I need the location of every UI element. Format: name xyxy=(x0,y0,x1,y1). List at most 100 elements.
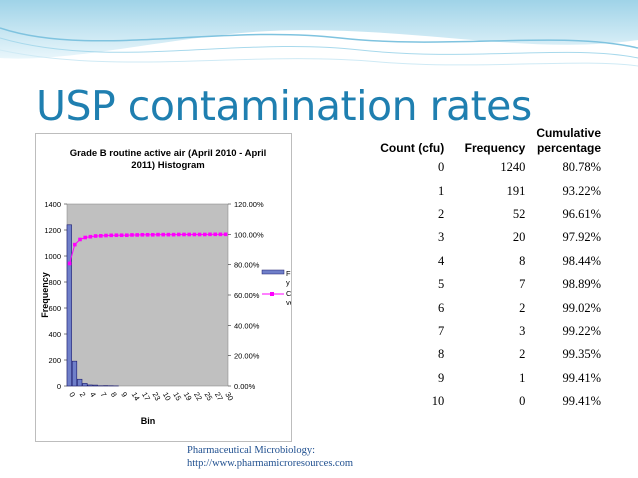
cell-frequency: 2 xyxy=(519,347,526,362)
y-tick-label: 200 xyxy=(48,356,61,365)
table-row: 8 2 99.35% xyxy=(335,343,607,366)
cumulative-point xyxy=(182,232,186,237)
header-frequency: Frequency xyxy=(464,141,526,155)
table-row: 0 1240 80.78% xyxy=(335,156,607,179)
cell-cumulative: 97.92% xyxy=(562,230,601,245)
cumulative-point xyxy=(93,234,98,238)
histogram-bar xyxy=(92,384,98,387)
x-tick-label: 10 xyxy=(161,391,173,403)
header-count: Count (cfu) xyxy=(380,141,445,155)
y-tick-label: 1200 xyxy=(44,226,61,235)
x-tick-label: 14 xyxy=(130,391,142,403)
cell-cumulative: 99.02% xyxy=(562,300,601,315)
cell-count: 10 xyxy=(431,394,445,409)
table-row: 3 20 97.92% xyxy=(335,226,607,249)
y-tick-label: 400 xyxy=(48,330,61,339)
chart-title-line1: Grade B routine active air (April 2010 -… xyxy=(70,148,267,159)
x-tick-label: 19 xyxy=(182,391,194,403)
table-header-row: Count (cfu) Frequency Cumulative percent… xyxy=(335,118,607,156)
cell-count: 6 xyxy=(437,300,445,315)
y2-tick-label: 100.00% xyxy=(234,230,264,239)
table-row: 1 191 93.22% xyxy=(335,179,607,202)
header-cumulative-line1: Cumulative xyxy=(536,126,601,140)
table-row: 7 3 99.22% xyxy=(335,320,607,343)
y-tick-label: 1400 xyxy=(44,200,61,209)
x-tick-label: 22 xyxy=(192,391,204,403)
histogram-bar xyxy=(87,384,93,387)
cumulative-point xyxy=(78,237,82,242)
cell-count: 0 xyxy=(437,160,445,175)
table-row: 6 2 99.02% xyxy=(335,296,607,319)
cumulative-point xyxy=(171,232,176,237)
x-tick-label: 25 xyxy=(202,391,214,403)
cumulative-point xyxy=(203,232,207,237)
y-tick-label: 600 xyxy=(48,304,61,313)
cumulative-point xyxy=(125,233,129,238)
cumulative-point xyxy=(177,232,181,237)
cumulative-point xyxy=(161,232,165,237)
x-tick-label: 27 xyxy=(213,391,225,403)
y2-tick-label: 80.00% xyxy=(234,261,260,270)
cell-cumulative: 93.22% xyxy=(562,183,601,198)
cell-count: 9 xyxy=(437,370,445,385)
cumulative-point xyxy=(114,233,119,238)
cumulative-point xyxy=(119,233,124,238)
x-tick-label: 2 xyxy=(78,391,88,399)
legend-label-frequency-1: Frequenc xyxy=(286,269,291,278)
cumulative-point xyxy=(145,232,150,237)
cumulative-point xyxy=(140,232,145,237)
y2-tick-label: 60.00% xyxy=(234,291,260,300)
x-tick-label: 23 xyxy=(150,391,162,403)
y2-tick-label: 40.00% xyxy=(234,321,260,330)
header-cumulative: Cumulative percentage xyxy=(531,118,607,156)
cell-frequency: 1240 xyxy=(500,160,526,175)
footer-credit: Pharmaceutical Microbiology: http://www.… xyxy=(187,444,353,470)
cell-frequency: 52 xyxy=(512,206,526,221)
cumulative-point xyxy=(99,234,103,238)
x-tick-label: 9 xyxy=(119,391,129,399)
cumulative-point xyxy=(104,233,108,238)
cell-cumulative: 99.22% xyxy=(562,323,601,338)
cell-frequency: 3 xyxy=(519,323,526,338)
cell-frequency: 8 xyxy=(519,253,526,268)
histogram-bar xyxy=(66,224,72,387)
chart-title-line2: 2011) Histogram xyxy=(131,160,204,171)
footer-line-1: Pharmaceutical Microbiology: xyxy=(187,445,316,456)
cumulative-point xyxy=(88,234,93,239)
cell-frequency: 7 xyxy=(519,277,526,292)
cell-count: 3 xyxy=(437,230,445,245)
y2-tick-label: 0.00% xyxy=(234,382,256,391)
cumulative-point xyxy=(166,232,171,237)
legend-label-cumulative-2: ve % xyxy=(286,298,291,307)
table-row: 10 0 99.41% xyxy=(335,390,607,413)
cumulative-point xyxy=(109,233,113,238)
cumulative-point xyxy=(151,232,155,237)
cell-cumulative: 98.44% xyxy=(562,253,601,268)
cell-cumulative: 80.78% xyxy=(562,160,601,175)
cell-count: 1 xyxy=(437,183,445,198)
x-axis-label: Bin xyxy=(141,416,156,426)
cell-frequency: 0 xyxy=(519,394,526,409)
cumulative-point xyxy=(197,232,202,237)
cumulative-point xyxy=(213,232,217,237)
x-tick-label: 15 xyxy=(171,391,183,403)
cell-count: 2 xyxy=(437,206,445,221)
cell-cumulative: 99.35% xyxy=(562,347,601,362)
histogram-chart: Grade B routine active air (April 2010 -… xyxy=(35,133,292,442)
cumulative-point xyxy=(187,232,191,237)
y2-tick-label: 20.00% xyxy=(234,352,260,361)
cumulative-point xyxy=(130,233,134,237)
cell-frequency: 20 xyxy=(512,230,526,245)
histogram-bar xyxy=(77,378,83,387)
x-tick-label: 8 xyxy=(109,391,119,399)
table-row: 4 8 98.44% xyxy=(335,250,607,273)
cell-cumulative: 99.41% xyxy=(562,370,601,385)
header-cumulative-line2: percentage xyxy=(536,141,601,155)
cumulative-point xyxy=(208,232,212,237)
chart-legend: Frequenc y Cumulati ve % xyxy=(261,269,291,307)
y-tick-label: 1000 xyxy=(44,252,61,261)
footer-line-2: http://www.pharmamicroresources.com xyxy=(187,458,354,469)
cell-cumulative: 99.41% xyxy=(562,394,601,409)
table-row: 5 7 98.89% xyxy=(335,273,607,296)
cell-frequency: 1 xyxy=(519,370,526,385)
